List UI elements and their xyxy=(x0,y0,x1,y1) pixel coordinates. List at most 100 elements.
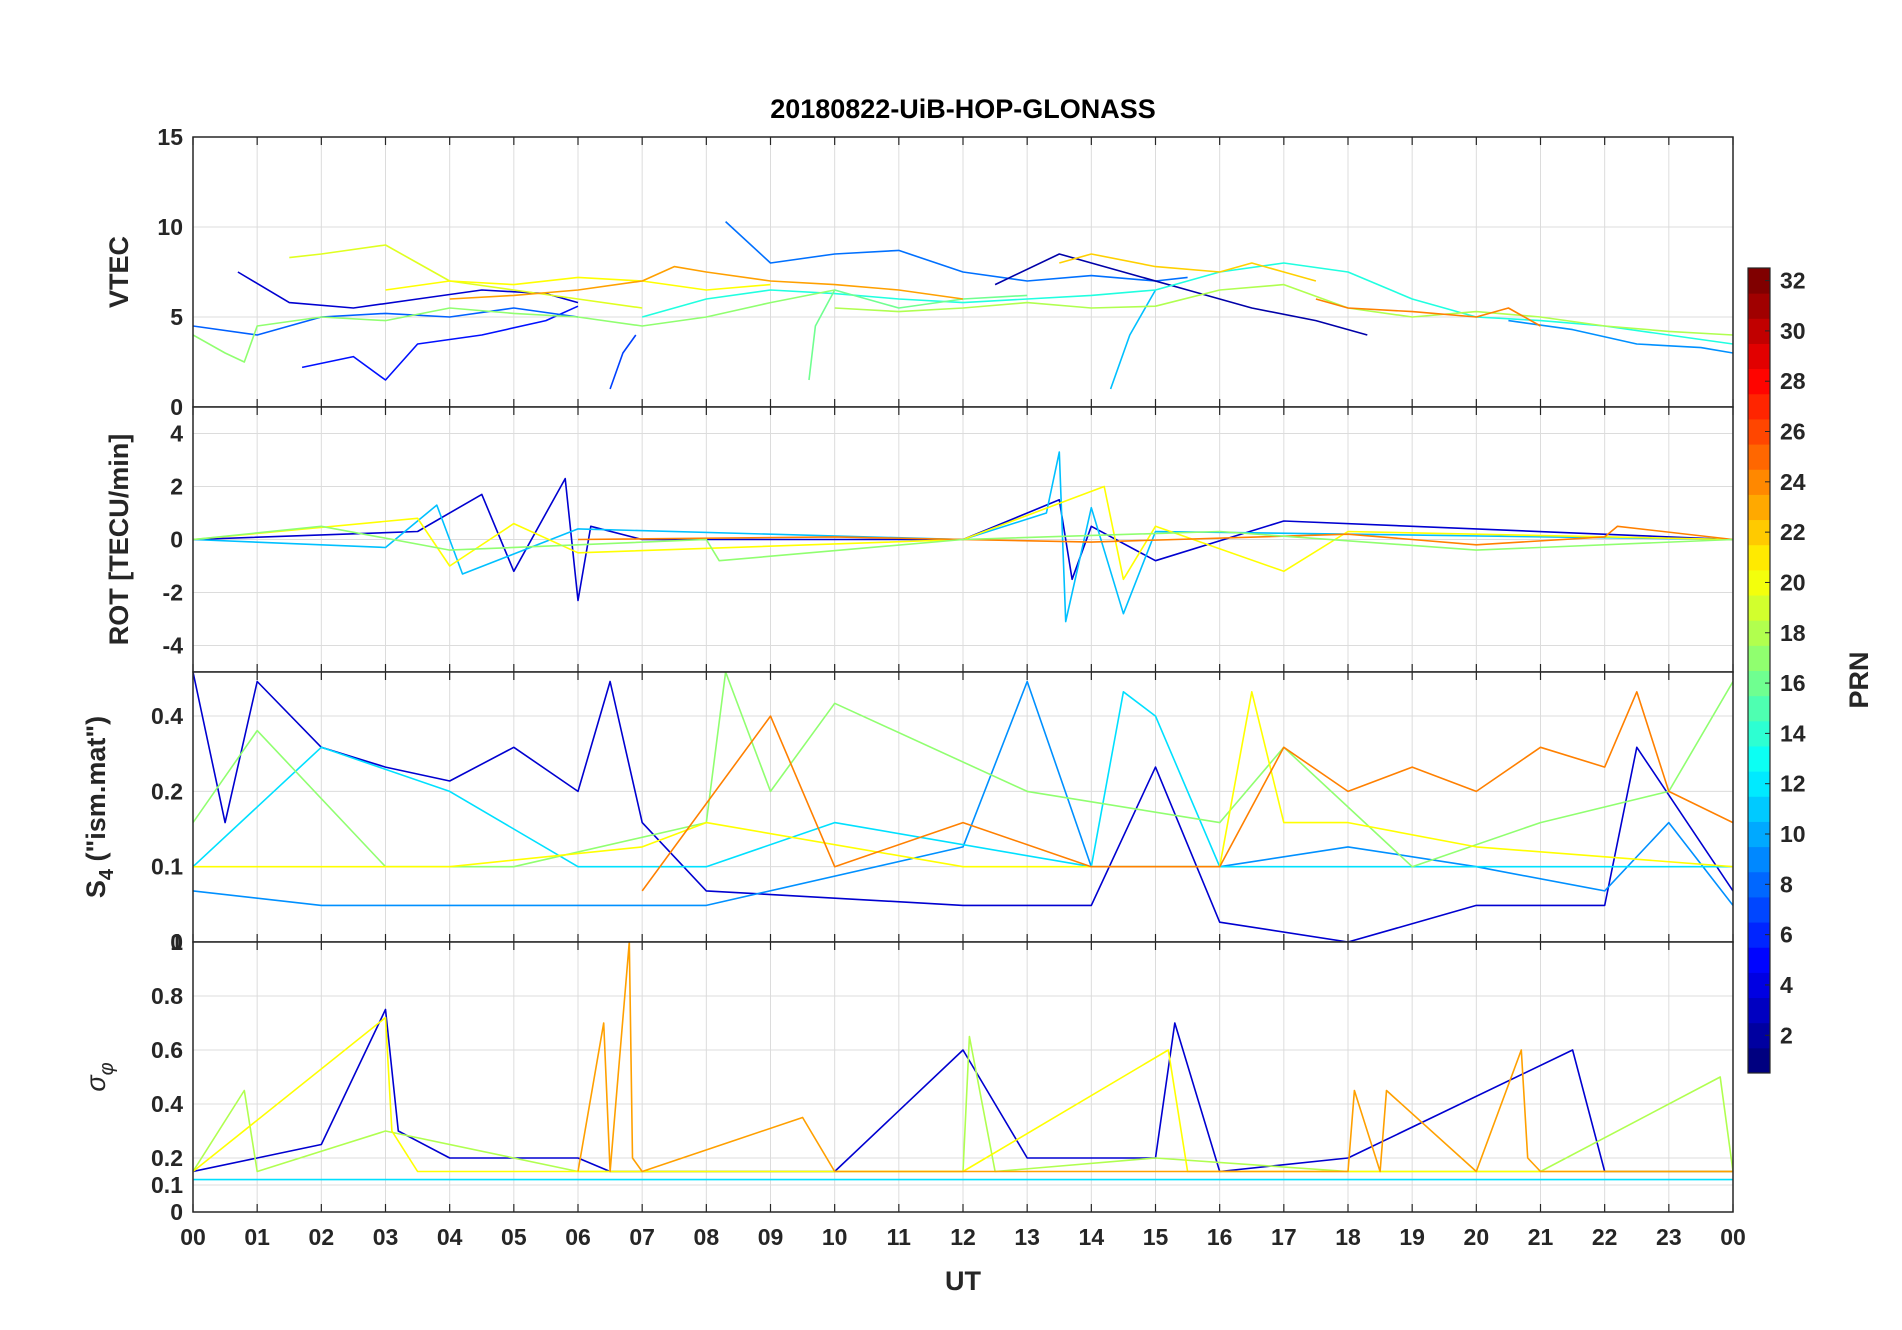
colorbar-swatch xyxy=(1748,871,1770,898)
y-tick-label-vtec: 10 xyxy=(157,214,183,240)
colorbar-tick-label: 26 xyxy=(1780,419,1806,445)
x-tick-label: 23 xyxy=(1656,1224,1682,1250)
colorbar-frame xyxy=(1747,267,1771,1074)
y-axis-label-s4: S4 ("ism.mat") xyxy=(81,716,118,898)
series-prn-11 xyxy=(193,451,1733,623)
x-tick-label: 14 xyxy=(1079,1224,1105,1250)
x-tick-label: 02 xyxy=(309,1224,335,1250)
colorbar-swatch xyxy=(1748,947,1770,973)
x-tick-label: 18 xyxy=(1335,1224,1361,1250)
y-tick-label-rot: 4 xyxy=(170,421,183,447)
panel-s4: 0 0.1 0.2 0.4 S4 ("ism.mat") xyxy=(81,671,1734,955)
colorbar-swatch xyxy=(1748,293,1770,319)
series-prn-6 xyxy=(609,334,637,390)
series-prn-12 xyxy=(193,690,1733,868)
series-prn-23 xyxy=(577,942,1733,1173)
y-tick-label-sigma_phi: 0.1 xyxy=(151,1172,183,1198)
colorbar-swatch xyxy=(1748,595,1770,621)
colorbar-swatch xyxy=(1748,922,1770,948)
x-tick-label: 00 xyxy=(180,1224,206,1250)
colorbar-tick-label: 32 xyxy=(1780,268,1806,294)
colorbar-tick-label: 22 xyxy=(1780,519,1806,545)
y-axis-label-rot: ROT [TECU/min] xyxy=(104,434,134,645)
colorbar-swatch xyxy=(1748,544,1770,571)
x-tick-label: 08 xyxy=(694,1224,720,1250)
series-group-s4 xyxy=(193,672,1733,942)
colorbar-tick-label: 30 xyxy=(1780,318,1806,344)
colorbar-tick-label: 24 xyxy=(1780,469,1806,495)
series-group-sigma_phi xyxy=(193,942,1733,1181)
x-tick-label: 20 xyxy=(1464,1224,1490,1250)
series-prn-16 xyxy=(193,525,1733,562)
colorbar-tick-label: 14 xyxy=(1780,720,1806,746)
x-tick-label: 21 xyxy=(1528,1224,1554,1250)
x-tick-label: 07 xyxy=(629,1224,655,1250)
panel-rot: -4 -2 0 2 4 ROT [TECU/min] xyxy=(104,406,1734,673)
series-prn-15 xyxy=(808,289,1028,381)
colorbar-swatch xyxy=(1748,569,1770,596)
colorbar-tick-label: 10 xyxy=(1780,821,1806,847)
colorbar-swatch xyxy=(1748,997,1770,1024)
x-tick-labels: 00 01 02 03 04 05 06 07 08 09 10 11 12 13 14 15 16 17 18 19… xyxy=(180,1224,1746,1250)
colorbar-tick-label: 18 xyxy=(1780,620,1806,646)
colorbar-swatch xyxy=(1748,393,1770,420)
x-tick-label: 11 xyxy=(887,1224,912,1250)
colorbar-swatch xyxy=(1748,620,1770,646)
x-tick-label: 15 xyxy=(1143,1224,1169,1250)
series-prn-16 xyxy=(193,289,835,363)
colorbar-swatch xyxy=(1748,846,1770,873)
colorbar-swatch xyxy=(1748,771,1770,797)
y-tick-label-s4: 0.1 xyxy=(151,854,183,880)
x-tick-label: 19 xyxy=(1399,1224,1425,1250)
series-prn-4 xyxy=(301,305,579,381)
series-prn-13 xyxy=(641,262,1733,345)
y-tick-label-rot: 0 xyxy=(170,527,183,553)
x-tick-label: 22 xyxy=(1592,1224,1618,1250)
colorbar-tick-label: 12 xyxy=(1780,771,1806,797)
series-prn-17 xyxy=(834,283,1733,336)
colorbar-tick-label: 2 xyxy=(1780,1022,1793,1048)
panel-vtec: 0 5 10 15 VTEC xyxy=(104,124,1734,420)
x-tick-label: 10 xyxy=(822,1224,848,1250)
colorbar-swatch xyxy=(1748,896,1770,923)
y-tick-label-rot: -2 xyxy=(163,580,183,606)
x-tick-label: 05 xyxy=(501,1224,527,1250)
y-tick-label-sigma_phi: 1 xyxy=(170,929,183,955)
series-prn-20 xyxy=(193,485,1733,581)
colorbar-swatch xyxy=(1748,444,1770,470)
y-tick-label-s4: 0.4 xyxy=(151,703,183,729)
colorbar-swatch xyxy=(1748,318,1770,344)
colorbar-tick-label: 8 xyxy=(1780,871,1793,897)
x-tick-label: 09 xyxy=(758,1224,784,1250)
series-prn-23 xyxy=(449,265,964,300)
y-tick-label-sigma_phi: 0.4 xyxy=(151,1091,183,1117)
x-tick-label: 12 xyxy=(950,1224,976,1250)
colorbar-swatch xyxy=(1748,720,1770,747)
y-tick-label-sigma_phi: 0.2 xyxy=(151,1145,183,1171)
colorbar-tick-label: 16 xyxy=(1780,670,1806,696)
x-axis-label: UT xyxy=(945,1266,981,1296)
series-prn-24 xyxy=(577,525,1733,546)
y-tick-label-s4: 0 xyxy=(170,929,183,955)
colorbar-swatch xyxy=(1748,1022,1770,1049)
y-tick-label-vtec: 0 xyxy=(170,394,183,420)
y-tick-label-rot: 2 xyxy=(170,474,183,500)
series-prn-19 xyxy=(289,244,643,309)
colorbar-swatch xyxy=(1748,268,1770,294)
series-prn-24 xyxy=(641,690,1733,892)
x-tick-label: 04 xyxy=(437,1224,463,1250)
colorbar-swatch xyxy=(1748,972,1770,999)
series-prn-7 xyxy=(193,307,579,336)
colorbar-swatch xyxy=(1748,343,1770,370)
colorbar-swatch xyxy=(1748,645,1770,671)
colorbar-swatch xyxy=(1748,469,1770,495)
colorbar-swatch xyxy=(1748,368,1770,395)
y-tick-label-vtec: 15 xyxy=(157,124,183,150)
colorbar-swatch xyxy=(1748,821,1770,848)
series-prn-3 xyxy=(237,271,579,309)
x-tick-label: 17 xyxy=(1271,1224,1297,1250)
series-prn-24 xyxy=(1315,298,1541,327)
